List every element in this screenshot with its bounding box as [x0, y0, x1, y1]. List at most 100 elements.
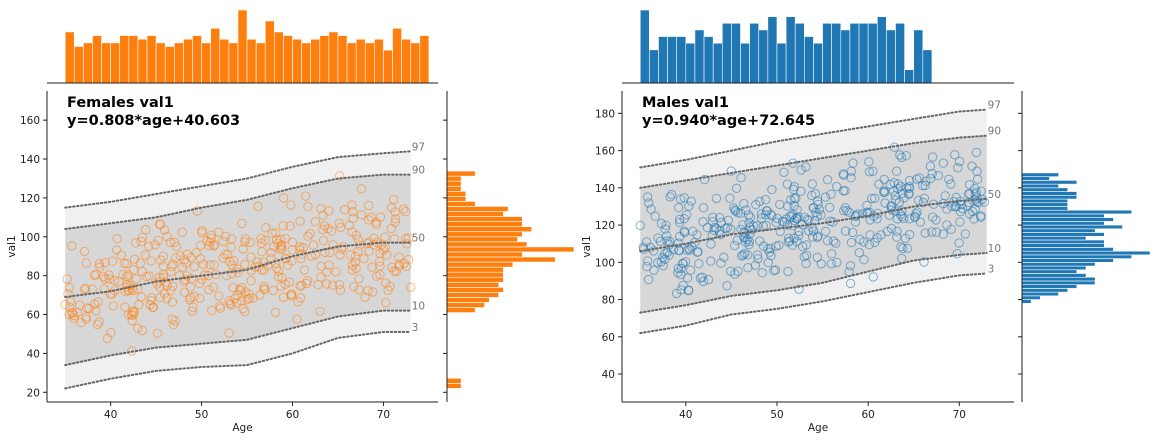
- males-scatter-point: [896, 242, 906, 252]
- females-right-hist-bar: [446, 216, 523, 222]
- females-scatter-point: [255, 290, 265, 300]
- females-scatter-point: [286, 200, 296, 210]
- males-top-hist-bar: [822, 22, 832, 84]
- females-scatter-point: [91, 306, 101, 316]
- females-scatter-point: [278, 221, 288, 231]
- males-scatter-point: [732, 235, 742, 246]
- females-scatter-point: [120, 302, 130, 312]
- females-scatter-point: [81, 258, 92, 268]
- males-scatter-point: [694, 259, 704, 269]
- females-scatter-point: [295, 281, 305, 291]
- females-scatter-point: [299, 265, 310, 275]
- females-band-10-90: [65, 174, 411, 366]
- males-scatter-point: [787, 240, 798, 250]
- females-scatter-point: [106, 328, 116, 338]
- females-scatter-point: [114, 276, 124, 287]
- females-scatter-point: [227, 268, 237, 279]
- males-right-hist-bar: [1021, 183, 1059, 189]
- females-y-tick-label: 40: [27, 348, 40, 360]
- females-scatter-point: [339, 205, 350, 215]
- females-scatter-point: [181, 258, 192, 268]
- males-right-hist-bar: [1021, 172, 1059, 177]
- males-scatter-point: [979, 197, 989, 207]
- males-scatter-point: [840, 203, 851, 213]
- females-scatter-point: [221, 231, 231, 242]
- females-scatter-point: [198, 259, 209, 269]
- males-scatter-points: [635, 142, 989, 299]
- males-scatter-point: [839, 206, 849, 216]
- males-scatter-point: [789, 182, 799, 192]
- females-scatter-point: [382, 250, 392, 260]
- males-y-axis-label: val1: [581, 235, 593, 257]
- females-scatter-point: [270, 307, 281, 318]
- males-scatter-point: [688, 226, 698, 237]
- males-scatter-point: [698, 203, 709, 213]
- females-top-hist-bar: [310, 38, 321, 84]
- males-scatter-point: [820, 226, 831, 237]
- females-scatter-point: [179, 287, 190, 297]
- males-scatter-point: [673, 267, 683, 278]
- males-scatter-point: [824, 202, 835, 213]
- females-scatter-points: [60, 171, 416, 356]
- males-scatter-point: [845, 278, 856, 289]
- females-scatter-point: [169, 237, 180, 248]
- females-scatter-point: [371, 217, 381, 228]
- males-right-hist-bar: [1021, 206, 1069, 211]
- females-scatter-point: [225, 256, 235, 267]
- females-scatter-point: [276, 240, 286, 250]
- females-top-hist-bar: [228, 42, 239, 84]
- males-top-hist-bar: [676, 36, 687, 84]
- males-scatter-point: [944, 174, 954, 185]
- females-top-hist-bar: [283, 35, 293, 84]
- females-scatter-point: [81, 312, 91, 322]
- males-scatter-point: [706, 239, 716, 249]
- males-scatter-point: [954, 156, 965, 167]
- females-scatter-point: [146, 295, 156, 306]
- males-right-hist-bar: [1021, 250, 1151, 256]
- females-right-hist-bar: [446, 292, 500, 298]
- females-top-hist-bar: [146, 35, 157, 84]
- females-scatter-point: [300, 191, 311, 201]
- males-scatter-point: [646, 204, 656, 214]
- males-scatter-point: [757, 268, 767, 278]
- males-scatter-point: [919, 193, 930, 204]
- males-band-90-97: [640, 109, 987, 188]
- females-scatter-point: [383, 285, 393, 295]
- females-scatter-point: [65, 302, 75, 312]
- males-scatter-point: [846, 173, 856, 183]
- females-scatter-point: [353, 234, 363, 245]
- females-scatter-point: [240, 234, 251, 244]
- females-scatter-point: [266, 248, 276, 258]
- males-scatter-point: [880, 198, 890, 208]
- females-scatter-point: [69, 310, 79, 321]
- females-scatter-point: [368, 287, 378, 297]
- females-scatter-point: [167, 261, 177, 272]
- females-scatter-point: [209, 240, 220, 250]
- females-scatter-point: [137, 266, 148, 277]
- males-scatter-point: [920, 180, 930, 191]
- females-title-line2: y=0.808*age+40.603: [67, 113, 240, 129]
- males-y-tick-label: 180: [595, 108, 615, 120]
- females-scatter-point: [274, 266, 284, 276]
- females-scatter-point: [240, 259, 250, 270]
- males-scatter-point: [822, 175, 833, 185]
- males-right-hist-bar: [1021, 254, 1133, 259]
- males-top-hist-bar: [776, 42, 787, 84]
- males-scatter-point: [678, 280, 688, 291]
- females-scatter-point: [131, 238, 141, 248]
- females-scatter-point: [296, 280, 307, 290]
- females-scatter-point: [99, 284, 109, 294]
- males-top-hist-bar: [703, 36, 714, 84]
- females-scatter-point: [271, 263, 282, 273]
- females-scatter-point: [110, 275, 120, 286]
- females-scatter-point: [93, 297, 103, 307]
- females-scatter-point: [286, 289, 297, 299]
- males-scatter-point: [745, 212, 756, 223]
- males-top-hist-bar: [758, 29, 769, 84]
- males-scatter-point: [641, 237, 652, 247]
- males-scatter-point: [855, 234, 865, 245]
- males-scatter-point: [660, 254, 670, 264]
- females-top-hist-bar: [319, 35, 330, 84]
- males-scatter-point: [901, 151, 911, 161]
- females-right-hist-bar: [446, 266, 504, 273]
